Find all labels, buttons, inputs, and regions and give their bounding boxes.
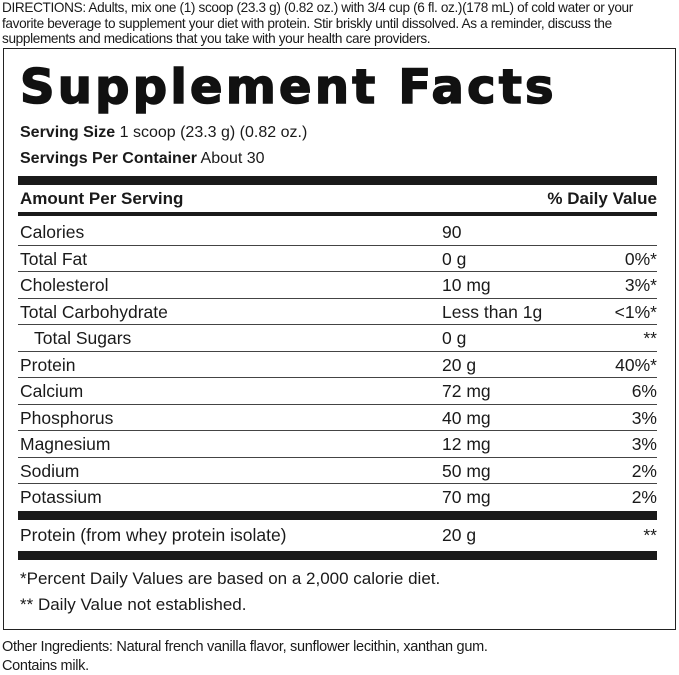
nutrient-name: Cholesterol [20, 275, 109, 295]
nutrient-name: Protein [20, 354, 76, 375]
supplement-facts-panel: Supplement Facts Serving Size 1 scoop (2… [3, 48, 676, 630]
nutrient-row: Magnesium 12 mg 3% [18, 431, 657, 458]
nutrient-row: Calcium 72 mg 6% [18, 378, 657, 405]
nutrient-table: Calories 90 Total Fat 0 g 0%* Cholesterol 10 m… [18, 219, 657, 511]
nutrient-name: Total Fat [20, 248, 88, 269]
panel-title: Supplement Facts [19, 60, 557, 115]
nutrient-row: Phosphorus 40 mg 3% [18, 405, 657, 431]
nutrient-amount: 0 g [442, 248, 467, 269]
blend-amount: 20 g [442, 525, 477, 545]
nutrient-row: Potassium 70 mg 2% [18, 484, 657, 511]
nutrient-dv: 2% [631, 487, 657, 507]
serving-size-label: Serving Size [20, 124, 116, 141]
nutrient-amount: 90 [442, 222, 462, 242]
nutrient-name: Calcium [20, 381, 84, 401]
nutrient-amount: 40 mg [442, 407, 491, 428]
nutrient-dv: 3% [631, 434, 657, 454]
divider-medium [18, 212, 657, 216]
servings-value: About 30 [200, 150, 265, 167]
footnote-not-established: ** Daily Value not established. [20, 595, 247, 614]
allergen-statement: Contains milk. [2, 658, 89, 674]
nutrient-name: Total Carbohydrate [20, 301, 168, 322]
serving-size: Serving Size 1 scoop (23.3 g) (0.82 oz.) [20, 123, 307, 143]
nutrient-amount: Less than 1g [442, 301, 543, 322]
nutrient-dv: 2% [631, 460, 657, 481]
nutrient-amount: 12 mg [442, 434, 491, 454]
nutrient-dv: 6% [631, 381, 657, 401]
nutrient-dv: 0%* [624, 248, 657, 269]
nutrient-dv: 3%* [624, 275, 657, 295]
servings-per-container: Servings Per Container About 30 [20, 149, 265, 169]
nutrient-dv: 40%* [615, 354, 657, 375]
nutrient-name: Phosphorus [20, 407, 114, 428]
nutrient-row: Sodium 50 mg 2% [18, 458, 657, 484]
nutrient-amount: 72 mg [442, 381, 491, 401]
nutrient-row: Total Fat 0 g 0%* [18, 246, 657, 272]
serving-size-value: 1 scoop (23.3 g) (0.82 oz.) [119, 124, 308, 141]
divider-thick [18, 511, 657, 520]
nutrient-row: Protein 20 g 40%* [18, 352, 657, 378]
header-daily-value: % Daily Value [547, 189, 657, 208]
blend-row: Protein (from whey protein isolate) 20 g… [18, 522, 657, 549]
footnote-dv: *Percent Daily Values are based on a 2,0… [20, 569, 441, 588]
nutrient-name: Calories [20, 222, 85, 242]
nutrient-amount: 20 g [442, 354, 477, 375]
nutrient-name: Total Sugars [34, 328, 132, 348]
nutrient-row: Total Sugars 0 g ** [18, 325, 657, 352]
nutrient-row: Calories 90 [18, 219, 657, 246]
nutrient-amount: 0 g [442, 328, 467, 348]
nutrient-name: Sodium [20, 460, 80, 481]
directions-text: DIRECTIONS: Adults, mix one (1) scoop (2… [2, 0, 633, 46]
other-ingredients: Other Ingredients: Natural french vanill… [2, 639, 488, 655]
nutrient-amount: 70 mg [442, 487, 491, 507]
nutrient-dv: ** [643, 328, 657, 348]
divider-thick [18, 176, 657, 185]
header-amount: Amount Per Serving [20, 189, 184, 208]
nutrient-name: Potassium [20, 487, 102, 507]
nutrient-name: Magnesium [20, 434, 111, 454]
nutrient-amount: 50 mg [442, 460, 491, 481]
nutrient-amount: 10 mg [442, 275, 491, 295]
blend-name: Protein (from whey protein isolate) [20, 525, 287, 545]
nutrient-dv: <1%* [614, 301, 657, 322]
column-header: Amount Per Serving % Daily Value [20, 189, 657, 209]
blend-dv: ** [643, 525, 657, 545]
nutrient-dv: 3% [631, 407, 657, 428]
servings-label: Servings Per Container [20, 150, 197, 167]
divider-thick [18, 551, 657, 560]
nutrient-row: Cholesterol 10 mg 3%* [18, 272, 657, 299]
nutrient-row: Total Carbohydrate Less than 1g <1%* [18, 299, 657, 325]
